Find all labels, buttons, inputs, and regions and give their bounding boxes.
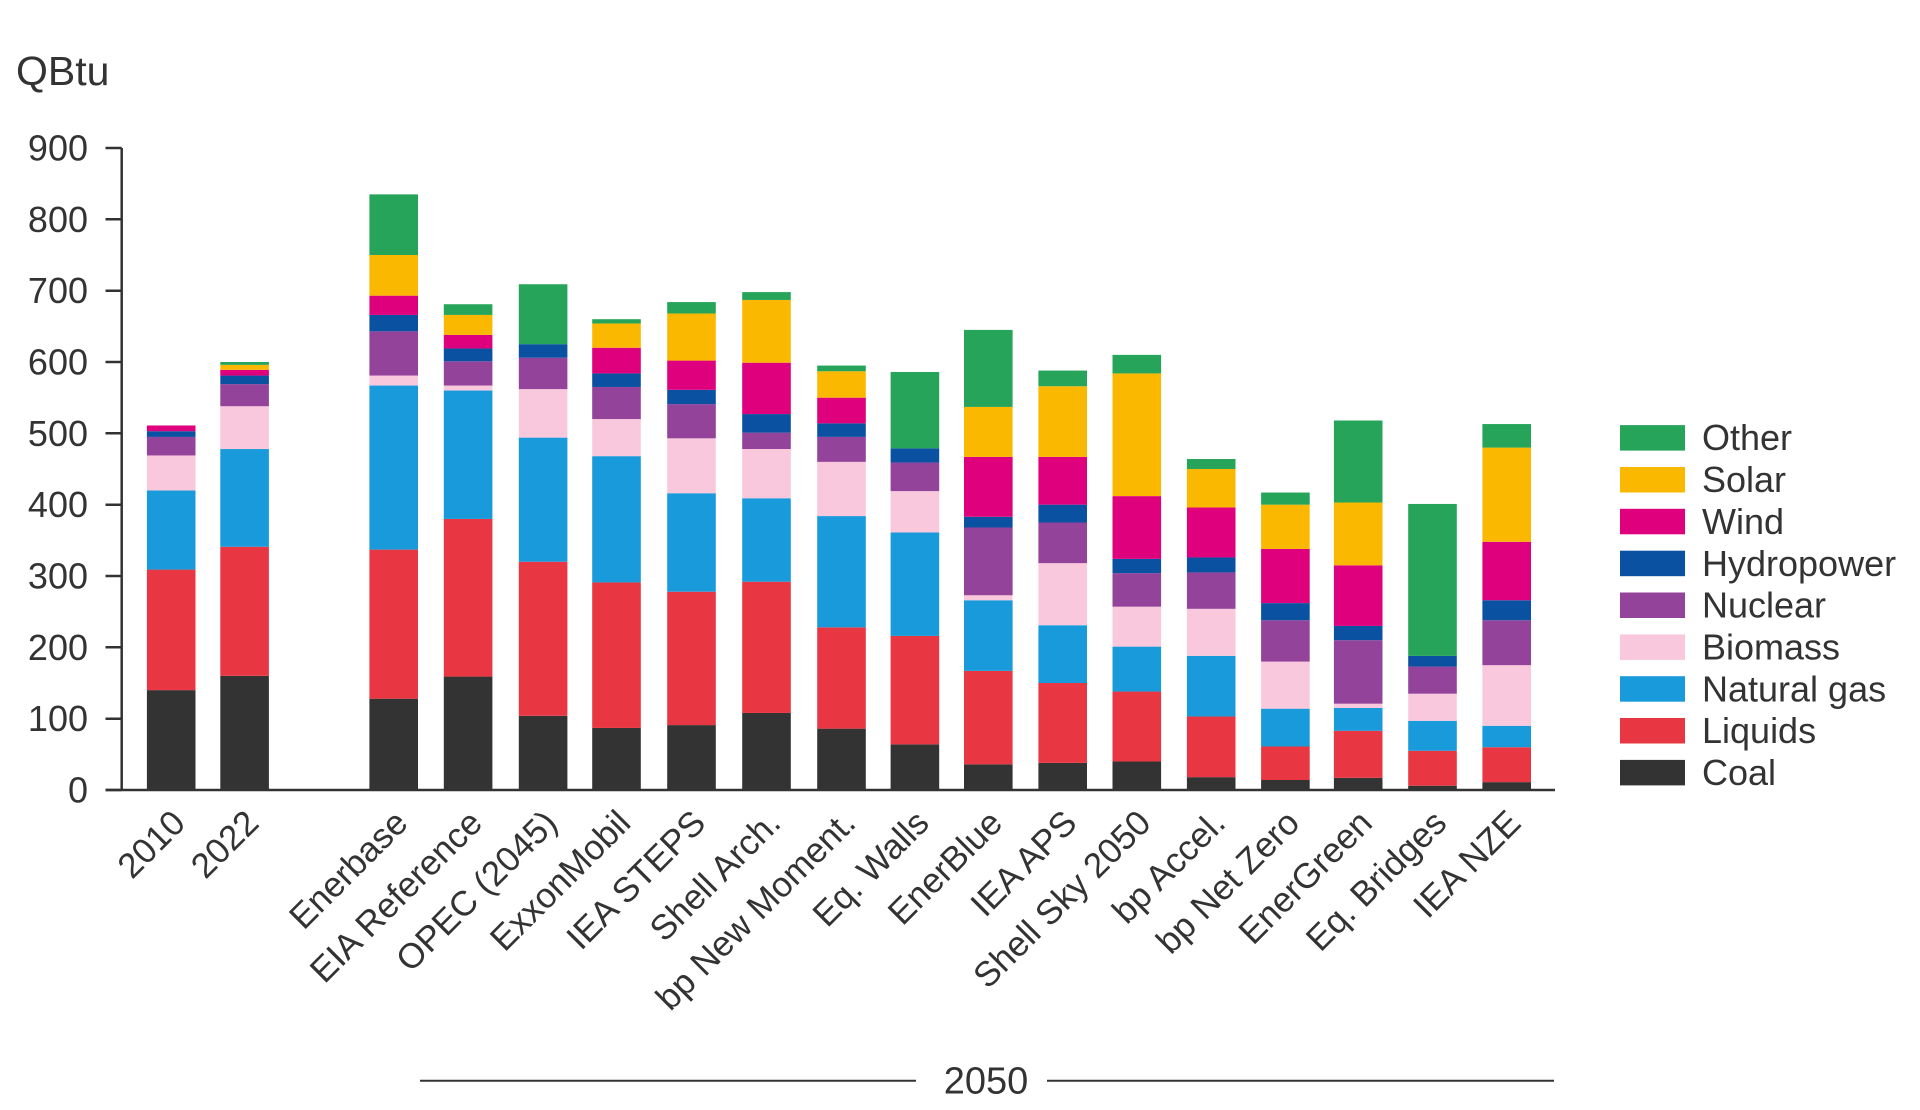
svg-text:QBtu: QBtu bbox=[16, 48, 109, 94]
svg-text:600: 600 bbox=[28, 342, 88, 383]
svg-text:100: 100 bbox=[28, 698, 88, 739]
svg-text:Liquids: Liquids bbox=[1702, 710, 1816, 751]
svg-text:Solar: Solar bbox=[1702, 459, 1786, 500]
svg-text:Other: Other bbox=[1702, 417, 1792, 458]
svg-text:500: 500 bbox=[28, 413, 88, 454]
svg-text:Hydropower: Hydropower bbox=[1702, 543, 1896, 584]
svg-text:200: 200 bbox=[28, 627, 88, 668]
svg-text:900: 900 bbox=[28, 128, 88, 169]
svg-text:Wind: Wind bbox=[1702, 501, 1784, 542]
svg-text:400: 400 bbox=[28, 484, 88, 525]
svg-text:800: 800 bbox=[28, 199, 88, 240]
svg-text:700: 700 bbox=[28, 270, 88, 311]
svg-text:Natural gas: Natural gas bbox=[1702, 668, 1886, 709]
svg-text:300: 300 bbox=[28, 556, 88, 597]
svg-text:2050: 2050 bbox=[944, 1061, 1029, 1103]
svg-text:Nuclear: Nuclear bbox=[1702, 585, 1826, 626]
svg-text:Biomass: Biomass bbox=[1702, 627, 1840, 668]
svg-text:Coal: Coal bbox=[1702, 752, 1776, 793]
svg-text:0: 0 bbox=[68, 770, 88, 811]
